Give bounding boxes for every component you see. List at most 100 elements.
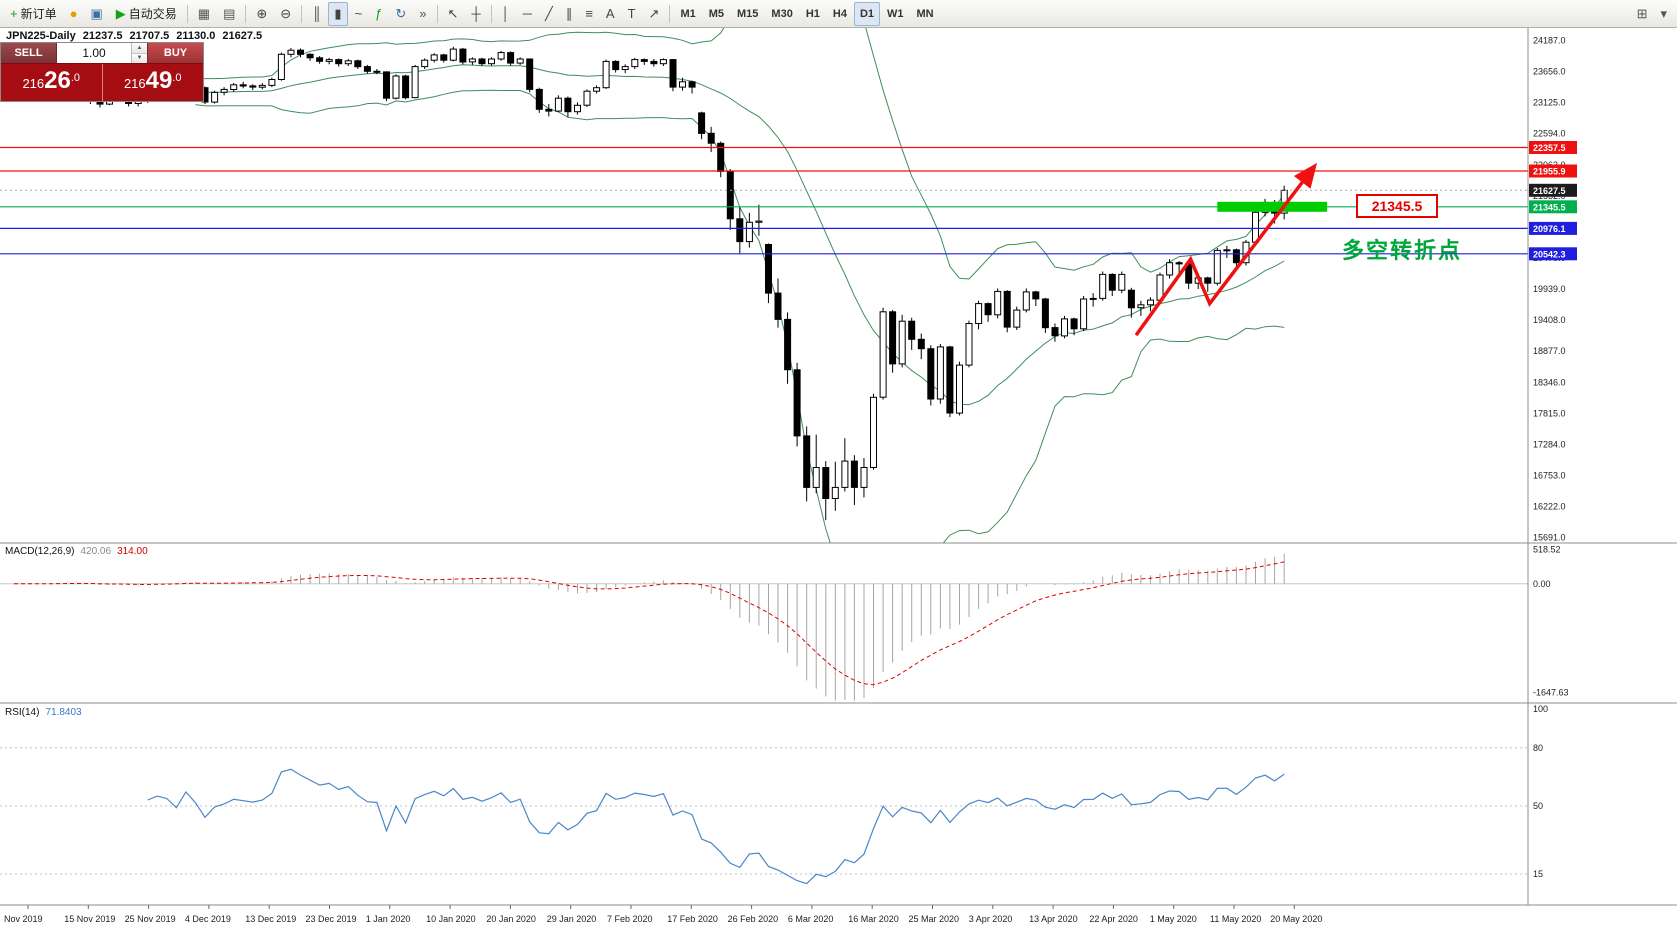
toolbar-separator	[245, 4, 247, 23]
toolbar-separator	[669, 4, 671, 23]
timeframe-h4[interactable]: H4	[827, 2, 853, 26]
svg-text:Nov 2019: Nov 2019	[4, 914, 43, 924]
text-button-icon: A	[605, 6, 615, 21]
options-button[interactable]: ▾	[1654, 2, 1673, 26]
svg-text:21627.5: 21627.5	[1533, 186, 1566, 196]
sell-price[interactable]: 216 26.0	[1, 64, 103, 101]
indicators-button[interactable]: ƒ	[369, 2, 388, 26]
trendline-button[interactable]: ╱	[539, 2, 559, 26]
new-order-button-label: 新订单	[20, 7, 57, 21]
trend-arrow[interactable]	[1134, 162, 1318, 337]
chart-shift-button-icon: »	[419, 6, 427, 21]
alert-icon-button-icon: ●	[69, 6, 78, 21]
timeframe-d1[interactable]: D1	[853, 1, 881, 26]
volume-stepper[interactable]: 1.00 ▲ ▼	[57, 43, 147, 63]
timeframe-m30-label: M30	[771, 7, 793, 20]
window-layout-button[interactable]: ⊞	[1631, 2, 1654, 26]
zoom-in-button[interactable]: ⊕	[250, 2, 273, 26]
macd-name: MACD(12,26,9)	[5, 546, 75, 557]
svg-text:10 Jan 2020: 10 Jan 2020	[426, 914, 476, 924]
rsi-label: RSI(14) 71.8403	[5, 707, 82, 718]
label-button[interactable]: T	[622, 2, 642, 26]
annotation-text[interactable]: 多空转折点	[1342, 238, 1463, 263]
price-axis[interactable]: 24187.023656.023125.022594.022063.021532…	[1529, 36, 1577, 879]
timeframe-m15[interactable]: M15	[731, 2, 764, 26]
price-digits: 49	[145, 67, 173, 94]
price-callout-label[interactable]: 21345.5	[1356, 194, 1438, 218]
arrows-button[interactable]: ↗	[643, 2, 666, 26]
timeframe-m30[interactable]: M30	[765, 2, 798, 26]
price-axis-label-box	[1529, 141, 1577, 154]
timeframe-mn[interactable]: MN	[911, 2, 940, 26]
fibonacci-button[interactable]: ≡	[579, 2, 599, 26]
time-axis[interactable]: Nov 2019 15 Nov 2019 25 Nov 2019 4 Dec 2019…	[4, 905, 1322, 924]
cursor-button[interactable]: ↖	[442, 2, 465, 26]
timeframe-w1[interactable]: W1	[881, 2, 910, 26]
toolbar-separator	[490, 4, 492, 23]
horizontal-line-button[interactable]: ─	[517, 2, 538, 26]
chart-shift-button[interactable]: »	[413, 2, 432, 26]
new-order-button[interactable]: + 新订单	[4, 2, 63, 26]
macd-histogram	[23, 553, 1285, 701]
tile-windows-button[interactable]: ▦	[192, 2, 216, 26]
cursor-button-icon: ↖	[447, 6, 459, 21]
channel-button[interactable]: ∥	[560, 2, 579, 26]
alert-icon-button[interactable]: ●	[64, 2, 84, 26]
one-click-trading-panel: SELL 1.00 ▲ ▼ BUY 216 26.0 216 49.0	[0, 42, 204, 102]
volume-up-icon[interactable]: ▲	[132, 43, 147, 54]
toolbar-separator	[186, 4, 188, 23]
svg-text:29 Jan 2020: 29 Jan 2020	[547, 914, 597, 924]
macd-signal-line	[14, 561, 1285, 686]
highlight-rectangle[interactable]	[1217, 201, 1328, 212]
zoom-out-button[interactable]: ⊖	[274, 2, 297, 26]
ohlc-open: 21237.5	[82, 30, 123, 42]
macd-value-main: 420.06	[80, 546, 112, 557]
crosshair-button[interactable]: ┼	[465, 2, 486, 26]
trendline-button-icon: ╱	[545, 6, 553, 21]
svg-text:25 Nov 2019: 25 Nov 2019	[125, 914, 176, 924]
cascade-windows-button[interactable]: ▤	[217, 2, 241, 26]
data-window-button-icon: ▣	[90, 6, 103, 21]
vertical-line-button[interactable]: │	[496, 2, 516, 26]
svg-text:6 Mar 2020: 6 Mar 2020	[788, 914, 834, 924]
bar-chart-button[interactable]: ║	[306, 2, 327, 26]
line-chart-button-icon: ~	[354, 6, 363, 21]
chart-title: JPN225-Daily 21237.5 21707.5 21130.0 216…	[6, 30, 262, 42]
svg-text:7 Feb 2020: 7 Feb 2020	[607, 914, 653, 924]
candlestick-chart-button[interactable]: ▮	[328, 1, 348, 26]
svg-text:22594.0: 22594.0	[1533, 129, 1566, 139]
price-digits: .0	[172, 72, 182, 84]
volume-down-icon[interactable]: ▼	[132, 53, 147, 63]
candlestick-chart-button-icon: ▮	[334, 6, 342, 21]
svg-text:1 May 2020: 1 May 2020	[1150, 914, 1197, 924]
svg-text:17 Feb 2020: 17 Feb 2020	[667, 914, 718, 924]
timeframe-m1[interactable]: M1	[674, 2, 701, 26]
window-layout-button-icon: ⊞	[1636, 6, 1648, 21]
buy-price[interactable]: 216 49.0	[102, 64, 203, 101]
volume-value[interactable]: 1.00	[82, 46, 106, 60]
buy-button[interactable]: BUY	[147, 43, 203, 63]
svg-text:21345.5: 21345.5	[1533, 202, 1566, 212]
ohlc-close: 21627.5	[222, 30, 263, 42]
line-chart-button[interactable]: ~	[349, 2, 369, 26]
svg-text:19939.0: 19939.0	[1533, 284, 1566, 294]
sell-button[interactable]: SELL	[1, 43, 57, 63]
horizontal-line-button-icon: ─	[522, 6, 532, 21]
svg-text:18877.0: 18877.0	[1533, 346, 1566, 356]
text-button[interactable]: A	[600, 2, 621, 26]
new-order-button-icon: +	[10, 6, 18, 21]
svg-text:19408.0: 19408.0	[1533, 315, 1566, 325]
auto-scroll-button[interactable]: ↻	[389, 2, 412, 26]
timeframe-h1-label: H1	[805, 7, 820, 20]
data-window-button[interactable]: ▣	[84, 2, 108, 26]
timeframe-h1[interactable]: H1	[800, 2, 826, 26]
svg-text:13 Apr 2020: 13 Apr 2020	[1029, 914, 1078, 924]
bollinger-bands	[195, 28, 1285, 543]
svg-text:-1647.63: -1647.63	[1533, 687, 1569, 697]
auto-trading-button-icon: ▶	[115, 6, 126, 21]
fibonacci-button-icon: ≡	[585, 6, 593, 21]
svg-text:518.52: 518.52	[1533, 545, 1561, 555]
timeframe-m5[interactable]: M5	[703, 2, 730, 26]
auto-trading-button[interactable]: ▶ 自动交易	[110, 2, 183, 26]
svg-text:20 May 2020: 20 May 2020	[1270, 914, 1322, 924]
